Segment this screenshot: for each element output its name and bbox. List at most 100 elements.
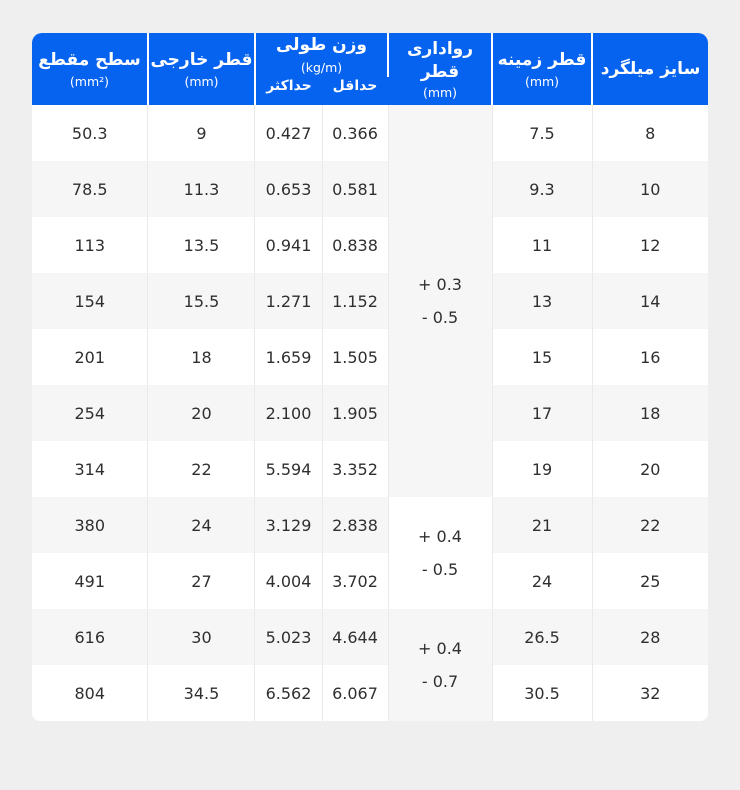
tolerance-plus: + 0.3 bbox=[418, 275, 462, 294]
cell-weight-min: 4.644 bbox=[322, 609, 389, 665]
col-header-area: سطح مقطع (mm²) bbox=[32, 33, 149, 105]
cell-weight-min: 2.838 bbox=[322, 497, 389, 553]
cell-weight-max: 0.653 bbox=[254, 161, 323, 217]
tolerance-minus: - 0.5 bbox=[421, 560, 459, 579]
table-row: 10 9.3 0.581 0.653 11.3 78.5 bbox=[32, 161, 708, 217]
cell-size: 22 bbox=[592, 497, 708, 553]
col-header-tolerance-label: رواداری قطر bbox=[406, 38, 474, 82]
col-header-weight-max: حداکثر bbox=[254, 77, 322, 105]
col-header-weight: وزن طولی (kg/m) bbox=[254, 33, 390, 77]
cell-outer-diameter: 13.5 bbox=[147, 217, 256, 273]
cell-weight-max: 5.023 bbox=[254, 609, 323, 665]
cell-outer-diameter: 30 bbox=[147, 609, 256, 665]
cell-weight-max: 4.004 bbox=[254, 553, 323, 609]
cell-base-diameter: 13 bbox=[492, 273, 593, 329]
cell-outer-diameter: 18 bbox=[147, 329, 256, 385]
cell-base-diameter: 9.3 bbox=[492, 161, 593, 217]
cell-outer-diameter: 24 bbox=[147, 497, 256, 553]
rebar-spec-table: سایز میلگرد قطر زمینه (mm) رواداری قطر (… bbox=[32, 33, 708, 721]
cell-outer-diameter: 9 bbox=[147, 105, 256, 161]
cell-base-diameter: 15 bbox=[492, 329, 593, 385]
cell-weight-min: 1.152 bbox=[322, 273, 389, 329]
col-header-outer-diameter-unit: (mm) bbox=[184, 73, 219, 89]
cell-outer-diameter: 34.5 bbox=[147, 665, 256, 721]
col-header-outer-diameter: قطر خارجی (mm) bbox=[147, 33, 256, 105]
cell-outer-diameter: 15.5 bbox=[147, 273, 256, 329]
table-row: 22 21 + 0.4 - 0.5 2.838 3.129 24 380 bbox=[32, 497, 708, 609]
table-header: سایز میلگرد قطر زمینه (mm) رواداری قطر (… bbox=[32, 33, 708, 105]
cell-weight-max: 1.271 bbox=[254, 273, 323, 329]
cell-weight-min: 0.581 bbox=[322, 161, 389, 217]
table-row: 25 24 3.702 4.004 27 491 bbox=[32, 553, 708, 609]
cell-area: 50.3 bbox=[32, 105, 149, 161]
cell-weight-max: 6.562 bbox=[254, 665, 323, 721]
table-body: 8 7.5 + 0.3 - 0.5 0.366 0.427 9 50.3 10 … bbox=[32, 105, 708, 721]
tolerance-plus: + 0.4 bbox=[418, 527, 462, 546]
cell-outer-diameter: 20 bbox=[147, 385, 256, 441]
cell-outer-diameter: 11.3 bbox=[147, 161, 256, 217]
cell-base-diameter: 21 bbox=[492, 497, 593, 553]
cell-outer-diameter: 27 bbox=[147, 553, 256, 609]
cell-tolerance-group-3: + 0.4 - 0.7 bbox=[388, 609, 493, 721]
cell-weight-min: 1.505 bbox=[322, 329, 389, 385]
table-row: 16 15 1.505 1.659 18 201 bbox=[32, 329, 708, 385]
cell-area: 491 bbox=[32, 553, 149, 609]
cell-area: 254 bbox=[32, 385, 149, 441]
table-row: 32 30.5 6.067 6.562 34.5 804 bbox=[32, 665, 708, 721]
tolerance-minus: - 0.5 bbox=[421, 308, 459, 327]
col-header-base-diameter: قطر زمینه (mm) bbox=[492, 33, 593, 105]
table-row: 8 7.5 + 0.3 - 0.5 0.366 0.427 9 50.3 bbox=[32, 105, 708, 497]
cell-area: 314 bbox=[32, 441, 149, 497]
col-header-weight-min: حداقل bbox=[322, 77, 388, 105]
table-row: 14 13 1.152 1.271 15.5 154 bbox=[32, 273, 708, 329]
cell-area: 113 bbox=[32, 217, 149, 273]
col-header-size-label: سایز میلگرد bbox=[600, 58, 701, 79]
cell-weight-max: 0.427 bbox=[254, 105, 323, 161]
col-header-tolerance-unit: (mm) bbox=[422, 85, 458, 101]
cell-weight-min: 3.702 bbox=[322, 553, 389, 609]
cell-size: 8 bbox=[592, 105, 708, 161]
cell-weight-min: 3.352 bbox=[322, 441, 389, 497]
cell-weight-max: 2.100 bbox=[254, 385, 323, 441]
col-header-base-diameter-label: قطر زمینه bbox=[497, 50, 587, 71]
table-row: 28 26.5 + 0.4 - 0.7 4.644 5.023 30 616 bbox=[32, 609, 708, 721]
cell-weight-max: 5.594 bbox=[254, 441, 323, 497]
cell-area: 616 bbox=[32, 609, 149, 665]
cell-outer-diameter: 22 bbox=[147, 441, 256, 497]
cell-area: 804 bbox=[32, 665, 149, 721]
cell-weight-min: 6.067 bbox=[322, 665, 389, 721]
col-header-weight-unit: (kg/m) bbox=[300, 59, 343, 75]
table-row: 20 19 3.352 5.594 22 314 bbox=[32, 441, 708, 497]
cell-base-diameter: 17 bbox=[492, 385, 593, 441]
cell-size: 28 bbox=[592, 609, 708, 665]
cell-size: 20 bbox=[592, 441, 708, 497]
table-row: 18 17 1.905 2.100 20 254 bbox=[32, 385, 708, 441]
cell-size: 18 bbox=[592, 385, 708, 441]
cell-area: 154 bbox=[32, 273, 149, 329]
cell-size: 16 bbox=[592, 329, 708, 385]
tolerance-plus: + 0.4 bbox=[418, 639, 462, 658]
cell-weight-max: 1.659 bbox=[254, 329, 323, 385]
col-header-tolerance: رواداری قطر (mm) bbox=[388, 33, 493, 105]
cell-area: 201 bbox=[32, 329, 149, 385]
cell-base-diameter: 26.5 bbox=[492, 609, 593, 665]
cell-weight-min: 0.366 bbox=[322, 105, 389, 161]
col-header-area-unit: (mm²) bbox=[69, 73, 110, 89]
col-header-area-label: سطح مقطع bbox=[38, 50, 141, 71]
cell-size: 14 bbox=[592, 273, 708, 329]
cell-size: 25 bbox=[592, 553, 708, 609]
cell-size: 32 bbox=[592, 665, 708, 721]
cell-base-diameter: 7.5 bbox=[492, 105, 593, 161]
cell-tolerance-group-1: + 0.3 - 0.5 bbox=[388, 105, 493, 497]
tolerance-minus: - 0.7 bbox=[421, 672, 459, 691]
cell-area: 380 bbox=[32, 497, 149, 553]
cell-base-diameter: 30.5 bbox=[492, 665, 593, 721]
cell-base-diameter: 19 bbox=[492, 441, 593, 497]
col-header-base-diameter-unit: (mm) bbox=[524, 73, 560, 89]
cell-area: 78.5 bbox=[32, 161, 149, 217]
cell-weight-max: 3.129 bbox=[254, 497, 323, 553]
table-row: 12 11 0.838 0.941 13.5 113 bbox=[32, 217, 708, 273]
cell-size: 10 bbox=[592, 161, 708, 217]
cell-weight-min: 0.838 bbox=[322, 217, 389, 273]
